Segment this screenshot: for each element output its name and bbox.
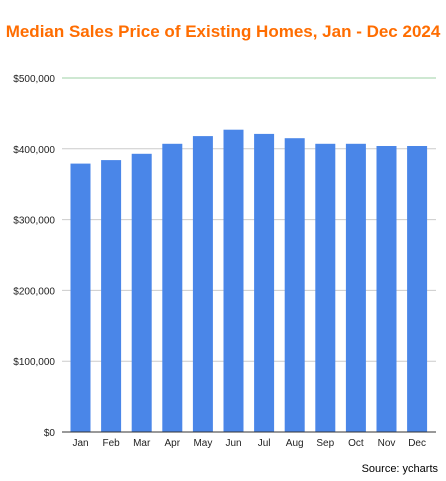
x-tick-label: Oct: [348, 438, 364, 449]
x-tick-label: Dec: [408, 438, 426, 449]
gridlines: [62, 77, 436, 362]
x-tick-label: Apr: [165, 438, 181, 449]
bar-nov: [376, 146, 397, 432]
bar-aug: [284, 138, 305, 432]
x-tick-label: Jun: [225, 438, 241, 449]
y-tick-label: $200,000: [13, 286, 55, 297]
bar-apr: [162, 143, 183, 433]
y-tick-label: $0: [44, 428, 56, 439]
x-tick-label: Nov: [378, 438, 396, 449]
y-tick-label: $300,000: [13, 216, 55, 227]
bar-jul: [254, 133, 275, 432]
x-tick-label: Feb: [102, 438, 120, 449]
source-note: Source: ycharts: [361, 463, 438, 475]
bar-mar: [131, 153, 152, 433]
x-tick-label: Aug: [286, 438, 304, 449]
y-axis-tick-labels: $0 $100,000 $200,000 $300,000 $400,000 $500,0…: [13, 74, 55, 439]
bar-jan: [70, 163, 91, 432]
bars: [70, 129, 428, 433]
bar-sep: [315, 143, 336, 433]
x-axis-tick-labels: Jan Feb Mar Apr May Jun Jul Aug Sep Oct Nov Dec: [72, 438, 426, 449]
y-tick-label: $100,000: [13, 357, 55, 368]
x-tick-label: May: [193, 438, 212, 449]
y-tick-label: $500,000: [13, 74, 55, 85]
x-tick-label: Mar: [133, 438, 151, 449]
bar-oct: [345, 143, 366, 433]
y-tick-label: $400,000: [13, 145, 55, 156]
bar-jun: [223, 129, 244, 432]
chart-title: Median Sales Price of Existing Homes, Ja…: [5, 22, 441, 41]
bar-may: [192, 136, 213, 432]
x-tick-label: Jan: [72, 438, 88, 449]
x-tick-label: Sep: [316, 438, 334, 449]
bar-dec: [407, 146, 428, 432]
x-tick-label: Jul: [258, 438, 271, 449]
bar-feb: [101, 160, 122, 432]
